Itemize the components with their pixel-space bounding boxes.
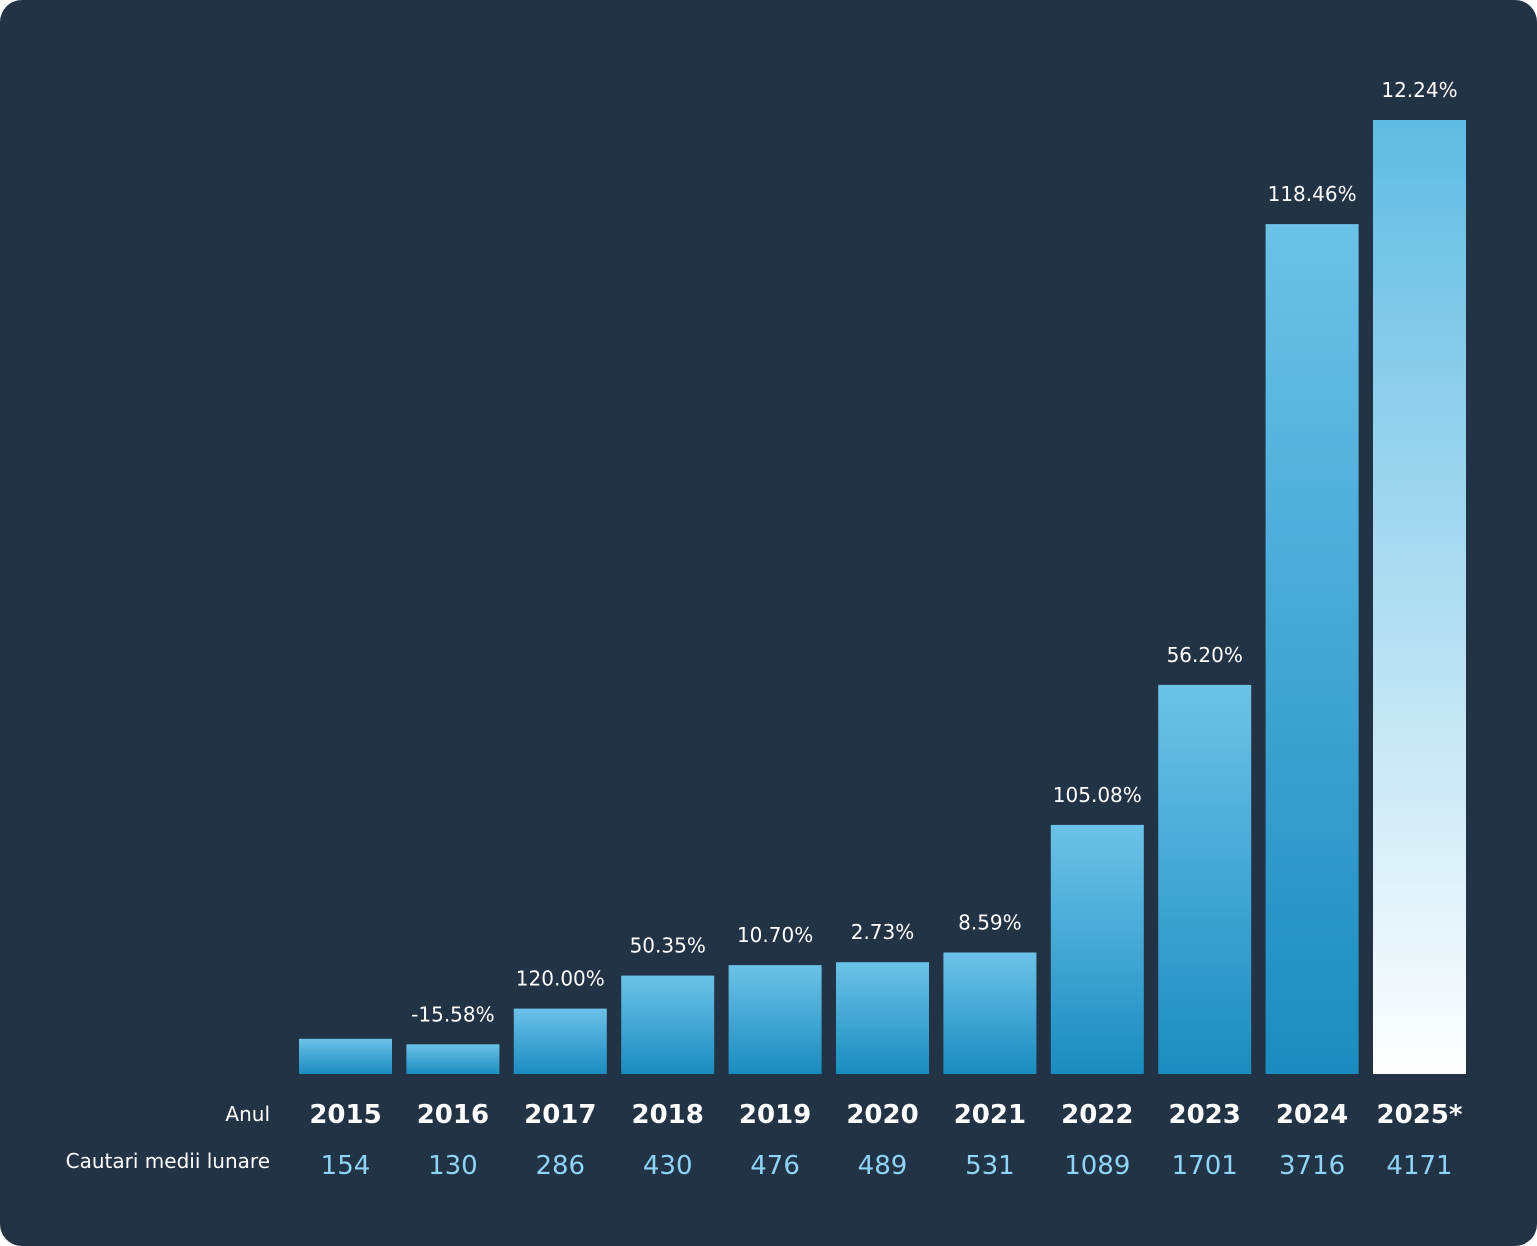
bar-2016 <box>406 1044 500 1074</box>
change-label-2024: 118.46% <box>1268 182 1357 206</box>
bar-2024 <box>1265 224 1359 1075</box>
year-label-2017: 2017 <box>524 1100 596 1130</box>
change-label-2018: 50.35% <box>630 934 706 958</box>
bar-2025 <box>1373 120 1466 1074</box>
value-label-2015: 154 <box>321 1151 371 1181</box>
value-label-2023: 1701 <box>1172 1151 1238 1181</box>
year-label-2018: 2018 <box>632 1100 704 1130</box>
year-label-2015: 2015 <box>309 1100 381 1130</box>
value-label-2017: 286 <box>535 1151 585 1181</box>
value-label-2021: 531 <box>965 1151 1015 1181</box>
year-label-2023: 2023 <box>1169 1100 1241 1130</box>
change-label-2019: 10.70% <box>737 923 813 947</box>
change-label-2023: 56.20% <box>1167 643 1243 667</box>
change-label-2017: 120.00% <box>516 967 605 991</box>
year-label-2022: 2022 <box>1061 1100 1133 1130</box>
year-row-header: Anul <box>225 1102 270 1126</box>
change-label-2025: 12.24% <box>1381 78 1457 102</box>
value-label-2019: 476 <box>750 1151 800 1181</box>
value-label-2020: 489 <box>858 1151 908 1181</box>
bar-2022 <box>1050 824 1144 1074</box>
value-label-2025: 4171 <box>1386 1151 1452 1181</box>
value-label-2024: 3716 <box>1279 1151 1345 1181</box>
bars-group <box>299 120 1466 1075</box>
labels-group: 2015 154 -15.58% 2016 130 120.00% 2017 286 50.35… <box>309 78 1463 1181</box>
value-label-2018: 430 <box>643 1151 693 1181</box>
bar-2018 <box>621 975 715 1074</box>
year-label-2024: 2024 <box>1276 1100 1348 1130</box>
bar-2015 <box>299 1038 392 1074</box>
change-label-2020: 2.73% <box>851 920 915 944</box>
change-label-2021: 8.59% <box>958 911 1022 935</box>
change-label-2022: 105.08% <box>1053 783 1142 807</box>
value-label-2022: 1089 <box>1064 1151 1130 1181</box>
change-label-2016: -15.58% <box>411 1002 494 1026</box>
bar-2019 <box>728 965 822 1074</box>
year-label-2016: 2016 <box>417 1100 489 1130</box>
bar-2023 <box>1158 684 1252 1074</box>
year-label-2025: 2025* <box>1377 1100 1463 1130</box>
bar-2020 <box>836 962 929 1074</box>
year-label-2019: 2019 <box>739 1100 811 1130</box>
year-label-2020: 2020 <box>846 1100 918 1130</box>
value-label-2016: 130 <box>428 1151 478 1181</box>
year-label-2021: 2021 <box>954 1100 1026 1130</box>
value-row-header: Cautari medii lunare <box>66 1149 270 1173</box>
bar-2017 <box>513 1008 607 1074</box>
bar-2021 <box>943 952 1037 1074</box>
